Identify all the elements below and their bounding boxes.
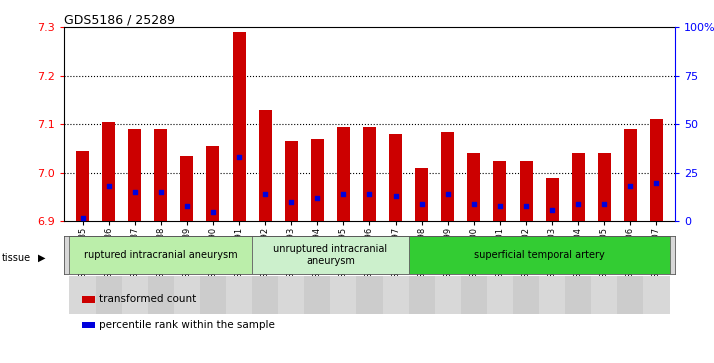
Bar [487, 276, 513, 314]
Point [598, 201, 610, 207]
Point [363, 191, 376, 197]
Text: transformed count: transformed count [99, 294, 196, 305]
Bar [102, 122, 115, 221]
Bar [337, 127, 350, 221]
Bar [572, 154, 585, 221]
Bar [233, 32, 246, 221]
Bar [383, 276, 408, 314]
Bar [278, 276, 304, 314]
Bar [363, 127, 376, 221]
Bar [520, 161, 533, 221]
Bar [565, 276, 591, 314]
Bar [331, 276, 356, 314]
Bar [356, 276, 383, 314]
Point [416, 201, 428, 207]
Point [625, 184, 636, 189]
Text: ▶: ▶ [38, 253, 46, 263]
Bar [468, 154, 481, 221]
Point [521, 203, 532, 209]
Point [390, 193, 401, 199]
Bar [69, 276, 96, 314]
Bar [154, 129, 167, 221]
Bar [545, 178, 558, 221]
Point [468, 201, 480, 207]
Bar [643, 276, 670, 314]
Point [207, 209, 218, 215]
Bar [408, 276, 435, 314]
Text: ruptured intracranial aneurysm: ruptured intracranial aneurysm [84, 250, 238, 260]
Point [546, 207, 558, 213]
Bar [539, 276, 565, 314]
Point [311, 195, 323, 201]
Text: percentile rank within the sample: percentile rank within the sample [99, 320, 274, 330]
Point [181, 203, 193, 209]
Bar [200, 276, 226, 314]
Bar [252, 276, 278, 314]
Text: tissue: tissue [1, 253, 31, 263]
Bar [96, 276, 121, 314]
Point [103, 184, 114, 189]
Bar [174, 276, 200, 314]
Text: superficial temporal artery: superficial temporal artery [473, 250, 605, 260]
Bar [618, 276, 643, 314]
Text: unruptured intracranial
aneurysm: unruptured intracranial aneurysm [273, 244, 388, 266]
Bar [650, 119, 663, 221]
Bar [76, 151, 89, 221]
Bar [258, 110, 271, 221]
Bar [389, 134, 402, 221]
Bar [461, 276, 487, 314]
Point [286, 199, 297, 205]
Text: GDS5186 / 25289: GDS5186 / 25289 [64, 13, 175, 26]
Bar [252, 236, 408, 274]
Bar [129, 129, 141, 221]
Point [259, 191, 271, 197]
Bar [624, 129, 637, 221]
Bar [591, 276, 618, 314]
Bar [304, 276, 331, 314]
Bar [435, 276, 461, 314]
Point [338, 191, 349, 197]
Point [77, 215, 89, 220]
Bar [69, 236, 252, 274]
Bar [181, 156, 193, 221]
Bar [598, 154, 610, 221]
Point [155, 189, 166, 195]
Point [129, 189, 141, 195]
Bar [226, 276, 252, 314]
Point [650, 180, 662, 185]
Point [233, 154, 245, 160]
Point [494, 203, 506, 209]
Bar [513, 276, 539, 314]
Bar [408, 236, 670, 274]
Point [573, 201, 584, 207]
Bar [206, 146, 219, 221]
Point [442, 191, 453, 197]
Bar [285, 141, 298, 221]
Bar [493, 161, 506, 221]
Bar [441, 132, 454, 221]
Bar [121, 276, 148, 314]
Bar [311, 139, 324, 221]
Bar [415, 168, 428, 221]
Bar [148, 276, 174, 314]
